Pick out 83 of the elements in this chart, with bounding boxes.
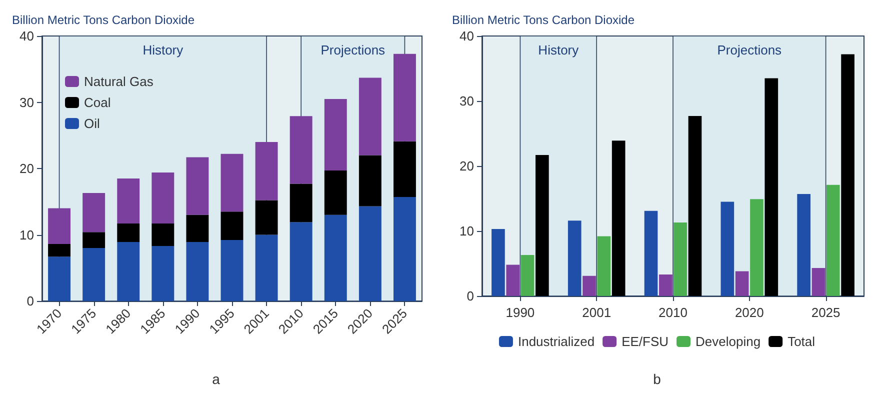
bar	[255, 142, 278, 200]
bar	[826, 184, 840, 296]
bar	[597, 236, 611, 296]
bar	[48, 208, 70, 244]
bar	[536, 154, 549, 296]
y-tick-label: 0	[26, 294, 34, 308]
y-tick-label: 10	[20, 227, 34, 242]
x-tick-label: 2020	[734, 305, 764, 320]
legend-label: Natural Gas	[84, 74, 154, 89]
bar	[582, 276, 596, 296]
bar	[290, 184, 312, 222]
x-tick-label: 2001	[582, 305, 612, 320]
x-tick-label: 2025	[811, 305, 840, 320]
legend-label: Coal	[84, 95, 111, 110]
y-axis-title: Billion Metric Tons Carbon Dioxide	[452, 13, 635, 27]
text: b	[653, 371, 662, 387]
y-tick-label: 20	[20, 161, 34, 176]
y-tick-label: 40	[20, 28, 34, 44]
bar	[82, 232, 106, 248]
bar	[735, 271, 749, 296]
bar	[117, 178, 140, 224]
text: a	[212, 371, 220, 387]
legend-label: Developing	[696, 334, 761, 349]
x-tick-label: 2010	[658, 305, 688, 320]
bar	[394, 141, 416, 197]
bar	[290, 116, 312, 184]
y-tick-label: 0	[466, 288, 474, 304]
y-tick-label: 10	[460, 224, 474, 238]
bar	[358, 206, 382, 301]
bar	[612, 140, 626, 296]
bar	[568, 220, 582, 296]
y-tick-label: 30	[20, 94, 34, 110]
bar	[492, 229, 505, 296]
bar	[186, 214, 209, 242]
bar	[750, 199, 764, 296]
bar	[82, 248, 106, 301]
x-tick-label: 1990	[506, 305, 535, 320]
band-label: History	[142, 42, 184, 58]
bar	[324, 98, 347, 170]
y-tick-label: 20	[460, 158, 474, 174]
band-label: Projections	[320, 42, 386, 58]
bar	[324, 214, 347, 301]
bar	[324, 170, 347, 215]
bar	[220, 212, 244, 240]
bar	[117, 242, 140, 301]
bar	[358, 155, 382, 206]
bar	[152, 223, 174, 246]
bar	[152, 172, 174, 224]
bar	[812, 268, 826, 296]
y-tick-label: 30	[460, 94, 474, 108]
legend-label: Industrialized	[518, 334, 595, 349]
y-tick-label: 40	[460, 28, 474, 44]
bar	[220, 154, 244, 212]
bar	[720, 202, 734, 296]
bar	[688, 116, 702, 296]
bar	[220, 240, 244, 301]
bar	[255, 200, 278, 235]
y-axis-title: Billion Metric Tons Carbon Dioxide	[12, 13, 195, 27]
legend-label: Total	[788, 334, 816, 349]
bar	[358, 78, 382, 156]
legend-label: Oil	[84, 116, 100, 131]
legend-label: EE/FSU	[622, 334, 669, 349]
bar	[152, 246, 174, 301]
bar	[659, 274, 672, 296]
bar	[117, 223, 140, 242]
band-label: History	[538, 42, 580, 58]
bar	[506, 264, 520, 296]
bar	[290, 222, 312, 301]
bar	[255, 234, 278, 301]
bar	[186, 157, 209, 215]
bar	[841, 54, 854, 296]
bar	[644, 210, 658, 296]
bar	[764, 78, 778, 296]
bar	[186, 242, 209, 301]
bar	[82, 193, 106, 232]
bar	[797, 194, 810, 296]
band-label: Projections	[717, 42, 782, 58]
bar	[394, 196, 416, 301]
bar	[48, 244, 70, 257]
bar	[48, 256, 70, 301]
bar	[520, 255, 534, 296]
bar	[394, 54, 416, 142]
bar	[674, 222, 687, 296]
